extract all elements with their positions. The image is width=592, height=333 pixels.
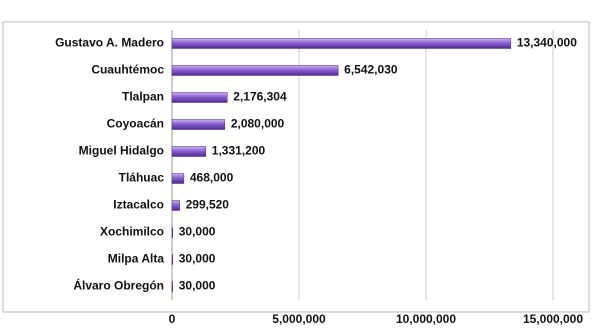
data-label: 468,000 [190, 171, 234, 185]
data-label: 30,000 [179, 252, 216, 266]
y-tick-label: Iztacalco [113, 198, 164, 212]
bar [171, 200, 180, 211]
plot-frame [2, 21, 590, 313]
y-tick-label: Gustavo A. Madero [55, 36, 164, 50]
data-label: 2,080,000 [231, 117, 285, 131]
bar [171, 254, 174, 265]
data-label: 30,000 [179, 279, 216, 293]
y-tick-label: Miguel Hidalgo [79, 144, 164, 158]
bar [171, 227, 174, 238]
x-tick-label: 5,000,000 [272, 312, 326, 326]
y-tick-label: Álvaro Obregón [73, 278, 164, 293]
bar [171, 92, 228, 103]
x-tick-label: 15,000,000 [523, 312, 583, 326]
y-tick-label: Tláhuac [119, 171, 165, 185]
bar [171, 173, 185, 184]
x-tick-label: 0 [169, 312, 176, 326]
bar [171, 146, 207, 157]
y-tick-label: Coyoacán [107, 117, 164, 131]
y-tick-label: Milpa Alta [108, 252, 165, 266]
bar [171, 281, 174, 292]
bar [171, 119, 226, 130]
y-tick-label: Xochimilco [100, 225, 164, 239]
y-tick-label: Tlalpan [122, 90, 164, 104]
data-label: 6,542,030 [344, 63, 398, 77]
bar [171, 65, 339, 76]
x-tick-label: 10,000,000 [396, 312, 456, 326]
data-label: 1,331,200 [212, 144, 266, 158]
data-label: 30,000 [179, 225, 216, 239]
data-label: 299,520 [186, 198, 230, 212]
y-tick-label: Cuauhtémoc [91, 63, 164, 77]
data-label: 13,340,000 [517, 36, 577, 50]
bar [171, 38, 512, 49]
data-label: 2,176,304 [233, 90, 287, 104]
